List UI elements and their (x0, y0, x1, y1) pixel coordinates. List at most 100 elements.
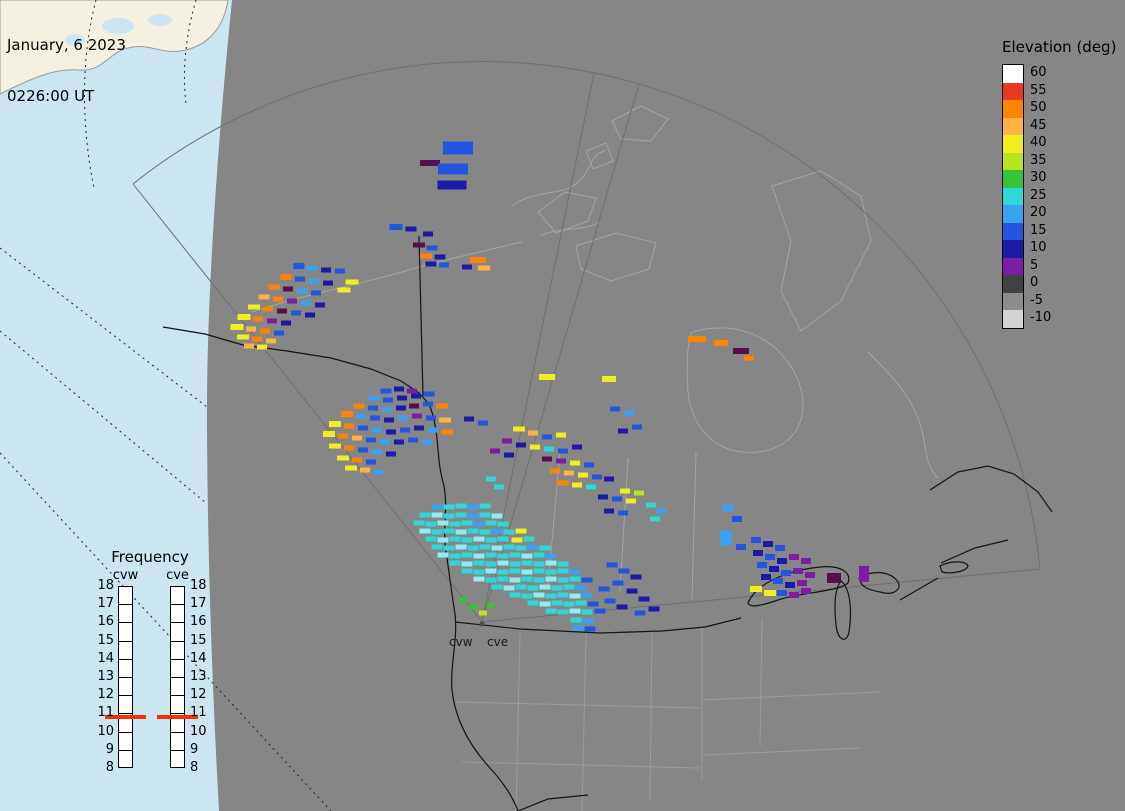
island-outline (771, 170, 872, 332)
backscatter-cell (750, 586, 762, 592)
frequency-gauge-tick (171, 713, 184, 715)
backscatter-cell (584, 462, 594, 468)
backscatter-cell (753, 550, 763, 556)
backscatter-cell (612, 580, 624, 586)
backscatter-cell (305, 312, 315, 318)
state-border (759, 617, 763, 746)
backscatter-cell (581, 577, 593, 583)
coastlines (162, 235, 1053, 811)
backscatter-cell (321, 267, 331, 273)
frequency-gauge-tick (171, 640, 184, 642)
alaska-land (0, 0, 229, 95)
backscatter-cell (449, 536, 461, 542)
backscatter-cell (551, 600, 563, 606)
backscatter-cell (358, 425, 368, 431)
backscatter-cell (467, 513, 479, 519)
elevation-legend: Elevation (deg) 60 55 50 45 40 35 30 25 20 15 10 5 0… (1002, 38, 1122, 329)
backscatter-cell (252, 336, 262, 342)
backscatter-cell (380, 439, 390, 445)
backscatter-cell (287, 298, 297, 304)
backscatter-cell (539, 545, 551, 551)
backscatter-cell (618, 428, 628, 434)
backscatter-cell (384, 417, 394, 423)
frequency-tick-label: 10 (97, 723, 114, 739)
backscatter-cell (443, 528, 455, 534)
backscatter-cell (277, 308, 287, 314)
backscatter-cell (338, 433, 348, 439)
backscatter-cell (260, 328, 270, 334)
legend-color-cell (1003, 292, 1023, 310)
backscatter-cell (594, 608, 606, 614)
backscatter-cell (329, 421, 341, 427)
backscatter-cell (301, 300, 311, 306)
frequency-tick-label: 16 (190, 614, 207, 630)
backscatter-cell (769, 566, 779, 572)
backscatter-cell (797, 580, 807, 586)
backscatter-cell (557, 609, 569, 615)
backscatter-cell (412, 413, 422, 419)
backscatter-cell (626, 498, 636, 504)
backscatter-cell (485, 568, 497, 574)
backscatter-cell (485, 520, 497, 526)
backscatter-cell (306, 265, 318, 271)
backscatter-cell (473, 553, 485, 559)
contour-line (511, 149, 607, 207)
backscatter-cell (467, 504, 479, 510)
backscatter-cell (323, 280, 333, 286)
frequency-column-label: cve (166, 568, 189, 583)
backscatter-cell (443, 504, 455, 510)
backscatter-cell (497, 569, 509, 575)
backscatter-cell (455, 503, 467, 509)
backscatter-cell (273, 296, 283, 302)
backscatter-cell (533, 552, 545, 558)
backscatter-cell (407, 388, 417, 394)
backscatter-cell (570, 617, 582, 623)
backscatter-cell (545, 569, 557, 575)
backscatter-cell (646, 502, 656, 508)
backscatter-cell (533, 561, 545, 567)
backscatter-cell (266, 338, 276, 344)
site-label-cve: cve (487, 635, 509, 649)
frequency-tick-label: 9 (190, 741, 199, 757)
backscatter-cell (431, 529, 443, 535)
backscatter-cell (358, 447, 368, 453)
backscatter-cell (523, 536, 535, 542)
backscatter-cell (570, 460, 580, 466)
backscatter-cell (423, 401, 433, 407)
frequency-tick-label: 17 (97, 596, 114, 612)
backscatter-cell (426, 245, 438, 251)
backscatter-cell (751, 537, 761, 543)
backscatter-cell (515, 528, 527, 534)
backscatter-cell (539, 601, 551, 607)
backscatter-cell (431, 512, 443, 518)
legend-tick-label: 45 (1030, 117, 1047, 133)
frequency-tick-label: 8 (190, 760, 199, 775)
backscatter-cell (530, 444, 540, 450)
backscatter-cell (801, 558, 811, 564)
state-border (649, 631, 653, 801)
backscatter-cell (420, 160, 440, 166)
frequency-gauge-tick (171, 731, 184, 733)
frequency-tick-label: 11 (97, 705, 114, 721)
frequency-tick-label: 16 (97, 614, 114, 630)
backscatter-cell (533, 592, 545, 598)
backscatter-cell (257, 344, 267, 350)
backscatter-cell (246, 326, 256, 332)
us-canada-border (454, 617, 742, 634)
backscatter-cell (405, 226, 417, 232)
backscatter-cell (461, 568, 473, 574)
radar-fov-arc (132, 61, 1041, 570)
backscatter-cell (606, 562, 618, 568)
graticule-lines (0, 0, 332, 811)
backscatter-cell (337, 455, 349, 461)
coastline (428, 403, 519, 811)
backscatter-cell (557, 480, 569, 486)
backscatter-cell (423, 231, 433, 237)
backscatter-cell (569, 569, 581, 575)
backscatter-cell (764, 590, 776, 596)
backscatter-cell (455, 529, 467, 535)
backscatter-cell (248, 304, 260, 310)
frequency-tick-label: 11 (190, 705, 207, 721)
frequency-gauge-tick (119, 713, 132, 715)
backscatter-cell (545, 593, 557, 599)
